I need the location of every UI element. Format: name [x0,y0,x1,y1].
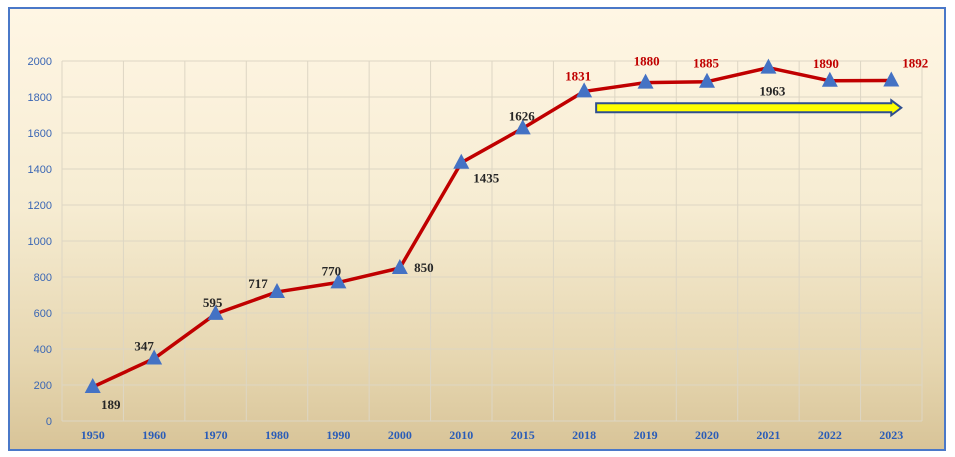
data-label: 850 [414,260,434,275]
data-point-marker [391,259,408,274]
x-tick-label: 1960 [142,428,166,442]
data-point-marker [330,273,347,289]
data-point-marker [821,71,838,87]
data-label: 347 [134,339,154,354]
series-line [91,65,892,389]
y-tick-label: 1000 [28,236,52,248]
x-tick-label: 1950 [81,428,105,442]
y-tick-label: 600 [34,308,52,320]
y-tick-label: 1400 [28,164,52,176]
y-tick-label: 400 [34,344,52,356]
y-tick-label: 1800 [28,92,52,104]
data-label: 1892 [902,55,928,70]
x-tick-label: 2010 [449,428,473,442]
data-label: 770 [322,263,342,278]
data-label: 1831 [565,68,591,83]
x-tick-label: 2000 [388,428,412,442]
data-point-marker [883,71,900,87]
data-point-marker [637,73,654,89]
data-point-marker [760,58,777,74]
x-tick-label: 2015 [511,428,535,442]
x-tick-label: 1980 [265,428,289,442]
data-label: 189 [101,397,121,412]
data-label: 595 [203,295,223,310]
x-tick-label: 2023 [879,428,903,442]
data-point-marker [269,282,285,298]
x-tick-label: 1970 [204,428,228,442]
y-tick-label: 200 [34,380,52,392]
y-tick-label: 2000 [28,56,52,68]
y-tick-label: 800 [34,272,52,284]
x-tick-label: 2020 [695,428,719,442]
x-tick-label: 2021 [756,428,780,442]
x-tick-label: 2018 [572,428,596,442]
data-label: 1626 [509,108,536,123]
data-label: 1963 [759,84,786,99]
y-tick-label: 1600 [28,128,52,140]
data-label: 1435 [473,171,500,186]
data-point-marker [207,304,224,320]
x-tick-label: 2022 [818,428,842,442]
annotation-arrow [595,98,903,118]
data-label: 1885 [693,56,720,71]
data-point-marker [576,82,593,98]
x-tick-label: 1990 [326,428,350,442]
data-label: 717 [248,276,268,291]
x-tick-label: 2019 [634,428,658,442]
line-chart: 0 200 400 600 800 1000 1200 1400 1600 1800 2000 195… [28,54,929,442]
data-point-marker [146,349,163,365]
data-label: 1880 [634,54,660,69]
data-label: 1890 [813,56,839,71]
y-tick-label: 1200 [28,200,52,212]
data-point-marker [699,72,715,88]
data-point-marker [84,377,101,393]
y-tick-label: 0 [46,416,52,428]
data-point-marker [453,153,470,169]
data-point-marker [514,119,531,135]
chart-frame: 0 200 400 600 800 1000 1200 1400 1600 1800 2000 195… [8,7,946,451]
